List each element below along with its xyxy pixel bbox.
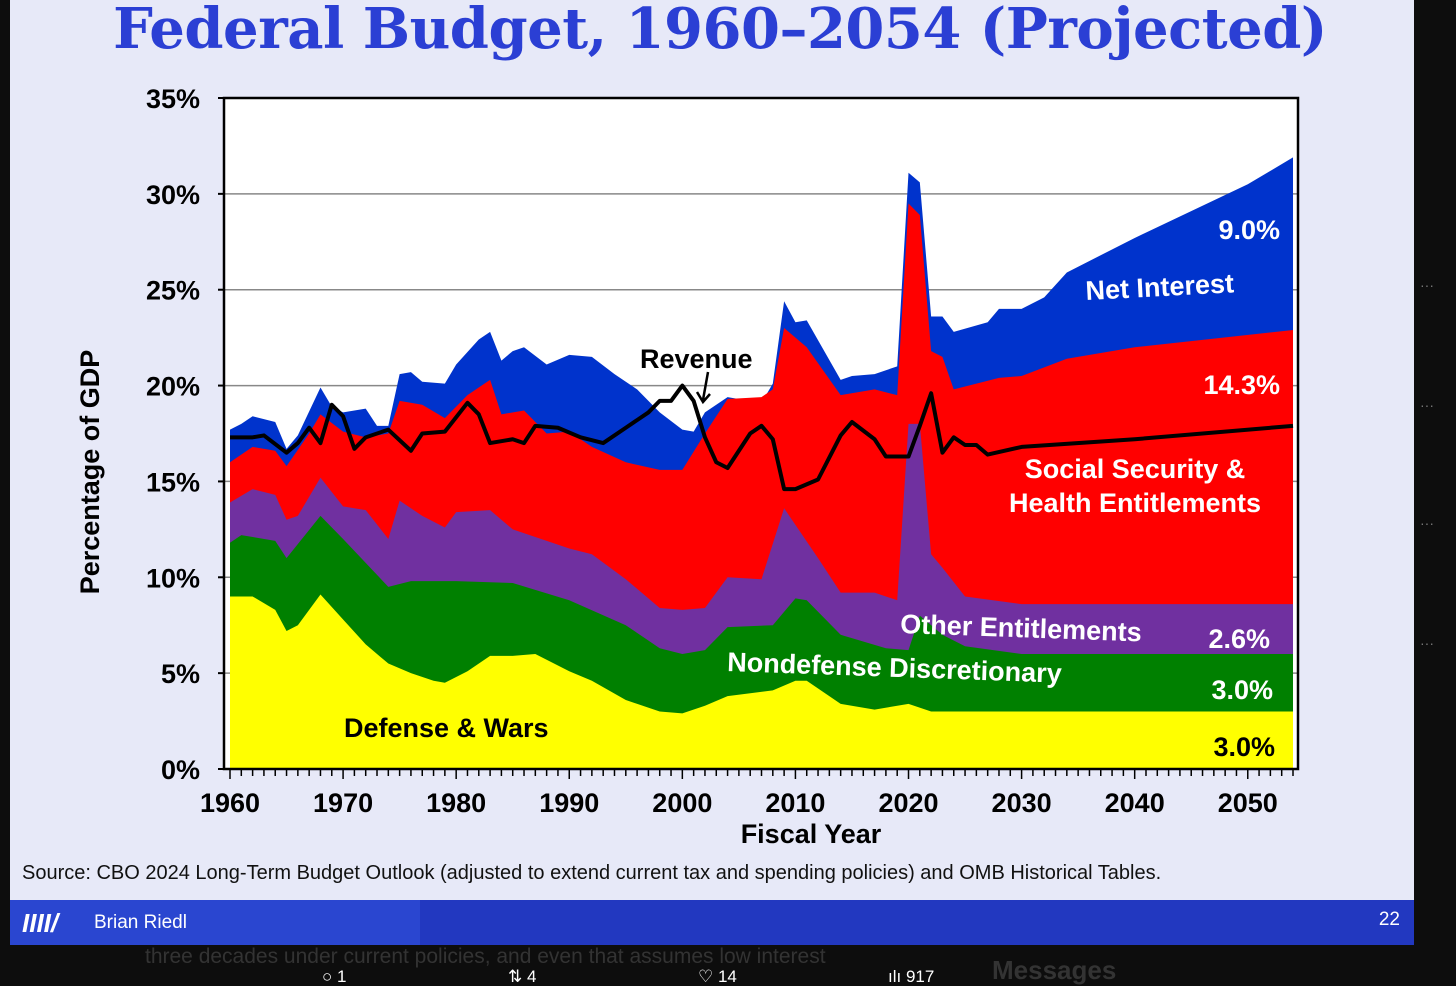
- other-entitlements-value: 2.6%: [1208, 624, 1270, 654]
- revenue-label: Revenue: [640, 344, 753, 374]
- nondefense-value: 3.0%: [1211, 675, 1273, 705]
- more-icon[interactable]: ···: [1420, 515, 1434, 531]
- more-icon[interactable]: ···: [1420, 635, 1434, 651]
- logo-icon: IIII/: [22, 908, 59, 938]
- y-tick-label: 35%: [146, 84, 200, 114]
- retweet-button[interactable]: ⇅ 4: [508, 967, 537, 986]
- x-tick-label: 1970: [313, 788, 373, 818]
- x-tick-label: 2000: [652, 788, 712, 818]
- y-tick-label: 20%: [146, 372, 200, 402]
- budget-chart: 0% 5% 10% 15% 20% 25% 30% 35% 1960 1970 1980 1990 20…: [75, 84, 1300, 849]
- x-tick-label: 2040: [1105, 788, 1165, 818]
- view-count: 917: [905, 967, 935, 986]
- messages-label[interactable]: Messages: [992, 955, 1117, 985]
- x-tick-label: 2020: [878, 788, 938, 818]
- more-icon[interactable]: ···: [1420, 277, 1434, 293]
- y-tick-label: 0%: [161, 755, 200, 785]
- x-axis-label: Fiscal Year: [741, 819, 882, 849]
- source-note: Source: CBO 2024 Long-Term Budget Outloo…: [22, 862, 1162, 884]
- more-icon[interactable]: ···: [1420, 397, 1434, 413]
- y-tick-label: 5%: [161, 659, 200, 689]
- y-tick-label: 25%: [146, 276, 200, 306]
- x-tick-label: 2030: [992, 788, 1052, 818]
- reply-button[interactable]: ○ 1: [322, 967, 347, 986]
- like-button[interactable]: ♡ 14: [698, 967, 737, 986]
- like-count: 14: [717, 967, 737, 986]
- y-tick-label: 15%: [146, 467, 200, 497]
- reply-count: 1: [337, 967, 347, 986]
- tweet-text: three decades under current policies, an…: [145, 945, 826, 968]
- ss-health-value: 14.3%: [1203, 370, 1280, 400]
- x-tick-label: 2050: [1218, 788, 1278, 818]
- author-name: Brian Riedl: [94, 912, 187, 933]
- x-tick-label: 1960: [200, 788, 260, 818]
- revenue-line: [230, 383, 1294, 492]
- chart-title: Federal Budget, 1960–2054 (Projected): [113, 0, 1327, 62]
- x-tick-label: 2010: [765, 788, 825, 818]
- y-tick-label: 10%: [146, 563, 200, 593]
- y-tick-label: 30%: [146, 180, 200, 210]
- net-interest-value: 9.0%: [1218, 215, 1280, 245]
- defense-label: Defense & Wars: [344, 713, 549, 743]
- x-tick-label: 1980: [426, 788, 486, 818]
- x-tick-label: 1990: [539, 788, 599, 818]
- page-number: 22: [1378, 909, 1400, 930]
- ss-health-label: Health Entitlements: [1009, 488, 1261, 518]
- slide-footer: IIII/ Brian Riedl 22: [10, 900, 1414, 945]
- ss-health-label: Social Security &: [1025, 454, 1246, 484]
- y-axis-label: Percentage of GDP: [75, 350, 105, 595]
- views-button[interactable]: ılı 917: [888, 967, 935, 986]
- area-defense-wars: [230, 594, 1293, 769]
- revenue-arrow-icon: [695, 371, 711, 405]
- retweet-count: 4: [526, 967, 537, 986]
- defense-value: 3.0%: [1213, 732, 1275, 762]
